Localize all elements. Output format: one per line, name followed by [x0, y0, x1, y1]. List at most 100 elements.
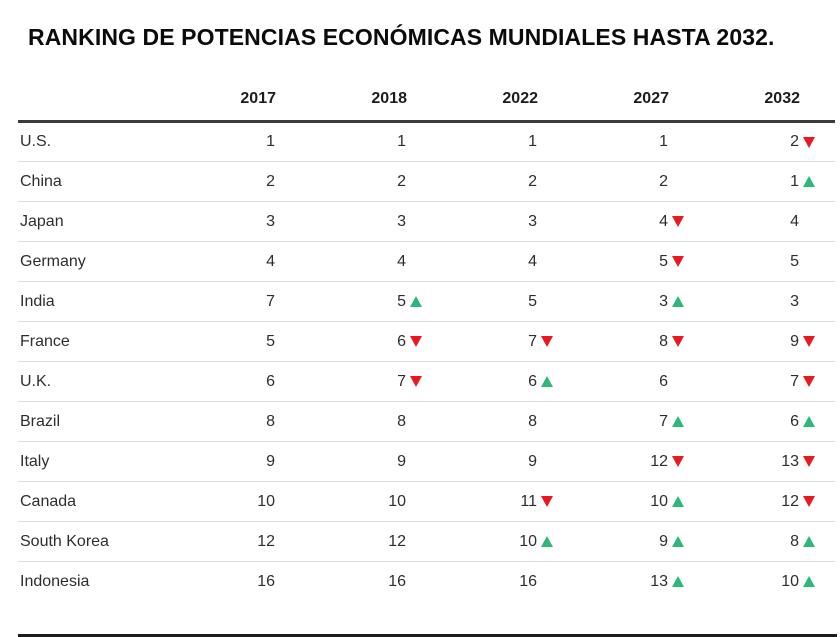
ranking-table: 2017 2018 2022 2027 2032 U.S. 1 1 1 1 2 China 2… [18, 90, 835, 602]
rank-cell-content: 12 [312, 533, 441, 551]
rank-cell-content: 7 [312, 373, 441, 391]
rank-up-icon [537, 535, 556, 549]
down-triangle-icon [802, 376, 815, 387]
arrow-spacer [275, 135, 294, 149]
column-header-2027: 2027 [573, 90, 704, 123]
rank-down-icon [799, 135, 818, 149]
rank-cell: 1 [311, 121, 442, 162]
country-cell: Japan [18, 201, 180, 242]
up-triangle-icon [540, 536, 553, 547]
rank-cell: 9 [442, 441, 573, 482]
rank-cell-content: 5 [312, 293, 441, 311]
arrow-spacer [406, 535, 425, 549]
header-cell-content: 2018 [311, 90, 442, 108]
rank-cell-content: 4 [705, 213, 834, 231]
rank-cell-content: 2 [181, 173, 310, 191]
arrow-spacer [275, 495, 294, 509]
down-triangle-icon [802, 456, 815, 467]
rank-value: 1 [659, 133, 668, 150]
rank-up-icon [668, 495, 687, 509]
column-header-2032: 2032 [704, 90, 835, 123]
header-cell-content: 2022 [442, 90, 573, 108]
table-body: U.S. 1 1 1 1 2 China 2 2 2 2 1 Japan 3 3 3 4 4 Germany 4 4 4 5… [18, 121, 835, 602]
table-row: Indonesia 16 16 16 13 10 [18, 562, 835, 602]
country-cell: South Korea [18, 521, 180, 562]
arrow-spacer [275, 335, 294, 349]
rank-up-icon [537, 375, 556, 389]
arrow-spacer [275, 535, 294, 549]
up-triangle-icon [802, 536, 815, 547]
rank-up-icon [799, 175, 818, 189]
rank-cell-content: 5 [181, 333, 310, 351]
column-header-label: 2018 [371, 90, 407, 107]
rank-cell-content: 4 [574, 213, 703, 231]
rank-down-icon [799, 335, 818, 349]
arrow-spacer [275, 575, 294, 589]
arrow-spacer [537, 415, 556, 429]
rank-cell-content: 7 [574, 413, 703, 431]
arrow-spacer [668, 375, 687, 389]
arrow-spacer [799, 255, 818, 269]
arrow-spacer [406, 255, 425, 269]
rank-value: 12 [257, 532, 275, 550]
rank-cell-content: 4 [443, 253, 572, 271]
rank-value: 6 [397, 332, 406, 350]
rank-value: 7 [790, 372, 799, 390]
rank-cell: 4 [180, 241, 311, 282]
rank-value: 5 [397, 292, 406, 310]
column-header-2017: 2017 [180, 90, 311, 123]
rank-cell-content: 10 [443, 533, 572, 551]
arrow-spacer [537, 255, 556, 269]
up-triangle-icon [671, 416, 684, 427]
arrow-spacer [275, 255, 294, 269]
rank-up-icon [668, 575, 687, 589]
rank-value: 4 [397, 252, 406, 270]
rank-cell-content: 1 [443, 133, 572, 151]
rank-cell: 13 [704, 441, 835, 482]
rank-cell-content: 6 [181, 373, 310, 391]
rank-down-icon [799, 455, 818, 469]
rank-cell-content: 13 [574, 573, 703, 591]
rank-cell: 4 [704, 201, 835, 242]
table-row: China 2 2 2 2 1 [18, 161, 835, 202]
rank-cell: 8 [180, 401, 311, 442]
rank-cell: 1 [180, 121, 311, 162]
rank-cell-content: 3 [312, 213, 441, 231]
arrow-spacer [799, 215, 818, 229]
rank-value: 13 [781, 452, 799, 470]
arrow-spacer [406, 215, 425, 229]
rank-value: 9 [528, 452, 537, 470]
rank-value: 1 [266, 133, 275, 150]
rank-up-icon [668, 295, 687, 309]
rank-cell: 8 [442, 401, 573, 442]
arrow-spacer [406, 415, 425, 429]
rank-cell-content: 8 [443, 413, 572, 431]
rank-cell: 5 [311, 281, 442, 322]
rank-cell-content: 6 [443, 373, 572, 391]
rank-cell: 10 [180, 481, 311, 522]
rank-down-icon [406, 335, 425, 349]
rank-value: 7 [397, 372, 406, 390]
table-row: Brazil 8 8 8 7 6 [18, 401, 835, 442]
rank-value: 16 [519, 572, 537, 590]
rank-cell: 10 [442, 521, 573, 562]
down-triangle-icon [671, 216, 684, 227]
column-header-label: 2032 [764, 90, 800, 107]
rank-cell-content: 6 [574, 373, 703, 391]
rank-value: 10 [519, 532, 537, 550]
rank-cell-content: 16 [181, 573, 310, 591]
arrow-spacer [669, 92, 688, 106]
table-row: South Korea 12 12 10 9 8 [18, 521, 835, 562]
rank-cell-content: 2 [443, 173, 572, 191]
rank-cell-content: 8 [574, 333, 703, 351]
arrow-spacer [800, 92, 819, 106]
rank-cell: 16 [442, 562, 573, 602]
rank-cell-content: 2 [574, 173, 703, 191]
rank-cell: 3 [704, 281, 835, 322]
rank-value: 1 [790, 172, 799, 190]
down-triangle-icon [802, 336, 815, 347]
rank-cell: 3 [573, 281, 704, 322]
rank-value: 2 [790, 133, 799, 150]
rank-value: 8 [659, 332, 668, 350]
rank-value: 6 [528, 372, 537, 390]
